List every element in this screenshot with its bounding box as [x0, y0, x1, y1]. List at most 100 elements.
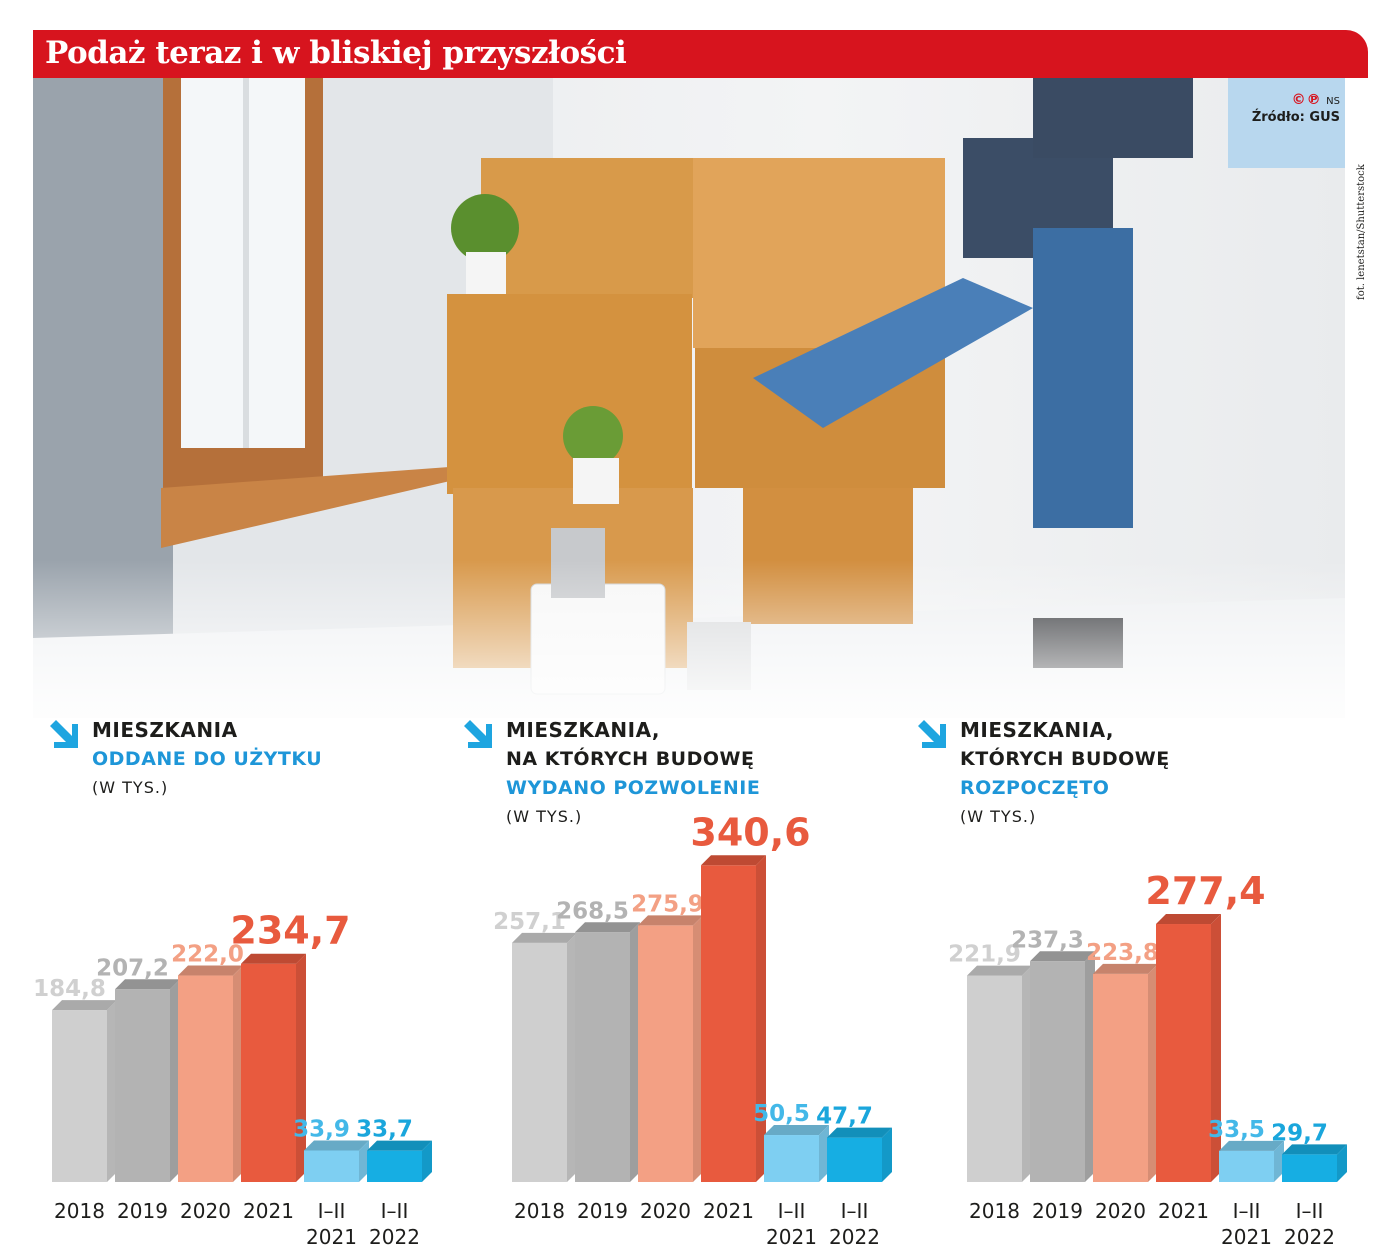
- bar-side: [1274, 1140, 1284, 1182]
- panel-1-line1: Mieszkania: [92, 718, 238, 742]
- tick-label-5: 2021: [306, 1225, 357, 1249]
- down-right-arrow-icon: [50, 720, 78, 748]
- tick-label-1: 2018: [969, 1199, 1020, 1223]
- bar-5: [764, 1125, 829, 1182]
- bar-top: [1219, 1140, 1284, 1151]
- bar-4: [241, 953, 306, 1182]
- value-label-5: 50,5: [753, 1101, 810, 1127]
- bar-front: [764, 1135, 819, 1182]
- copyright-mark: ©℗: [1291, 92, 1322, 108]
- bar-front: [178, 975, 233, 1182]
- panel-3-line2: których budowę: [960, 748, 1170, 770]
- bar-5: [304, 1140, 369, 1182]
- bar-front: [1156, 924, 1211, 1182]
- panel-2-line3: wydano pozwolenie: [506, 777, 761, 799]
- panel-2-line2: na których budowę: [506, 748, 755, 770]
- tick-label-2: 2019: [1032, 1199, 1083, 1223]
- photo-credit: fot. lenetstan/Shutterstock: [1356, 164, 1367, 300]
- tick-label-5: I–II: [778, 1199, 806, 1223]
- bar-2: [575, 922, 640, 1182]
- tick-label-5: 2021: [766, 1225, 817, 1249]
- tick-label-5: I–II: [1233, 1199, 1261, 1223]
- bar-top: [1156, 914, 1221, 925]
- bar-side: [1211, 914, 1221, 1182]
- tick-label-5: 2021: [1221, 1225, 1272, 1249]
- source-box: ©℗ NS Źródło: GUS: [1230, 92, 1340, 125]
- bar-side: [630, 922, 640, 1182]
- bar-top: [178, 965, 243, 976]
- bar-front: [1219, 1150, 1274, 1182]
- bar-side: [170, 979, 180, 1182]
- tick-label-5: I–II: [318, 1199, 346, 1223]
- tick-label-6: 2022: [1284, 1225, 1335, 1249]
- bar-6: [367, 1140, 432, 1182]
- bar-side: [882, 1127, 892, 1182]
- bar-front: [241, 963, 296, 1182]
- bar-top: [115, 979, 180, 990]
- bar-top: [241, 953, 306, 964]
- tick-label-4: 2021: [703, 1199, 754, 1223]
- bar-top: [701, 855, 766, 866]
- bar-front: [115, 989, 170, 1182]
- tick-label-4: 2021: [1158, 1199, 1209, 1223]
- bar-top: [52, 1000, 117, 1011]
- bar-side: [693, 915, 703, 1182]
- value-label-2: 207,2: [96, 955, 169, 981]
- value-label-6: 29,7: [1271, 1120, 1328, 1146]
- panel-3-line3: rozpoczęto: [960, 777, 1110, 799]
- tick-label-3: 2020: [180, 1199, 231, 1223]
- bar-side: [422, 1140, 432, 1182]
- bar-front: [967, 975, 1022, 1182]
- bar-5: [1219, 1140, 1284, 1182]
- bar-1: [967, 965, 1032, 1182]
- bar-side: [296, 953, 306, 1182]
- bar-3: [638, 915, 703, 1182]
- value-label-6: 47,7: [816, 1104, 873, 1130]
- tick-label-6: 2022: [829, 1225, 880, 1249]
- bar-top: [764, 1125, 829, 1136]
- value-label-2: 237,3: [1011, 927, 1084, 953]
- panel-3-unit: (w tys.): [960, 807, 1037, 826]
- tick-label-2: 2019: [117, 1199, 168, 1223]
- panel-2-unit: (w tys.): [506, 807, 583, 826]
- value-label-6: 33,7: [356, 1117, 413, 1143]
- value-label-3: 275,9: [631, 891, 704, 917]
- panel-3-line1: Mieszkania,: [960, 718, 1115, 742]
- bar-top: [367, 1140, 432, 1151]
- chart-pozwolenia: 257,1 2018 268,5 2019 275,9 2020 340,6 2021 50,5…: [493, 810, 892, 1249]
- bar-front: [701, 865, 756, 1182]
- bar-2: [115, 979, 180, 1182]
- value-label-4: 277,4: [1145, 869, 1265, 913]
- tick-label-6: 2022: [369, 1225, 420, 1249]
- ns-mark: NS: [1326, 96, 1340, 107]
- tick-label-1: 2018: [514, 1199, 565, 1223]
- source-label: Źródło: GUS: [1251, 110, 1340, 125]
- value-label-1: 184,8: [33, 976, 106, 1002]
- panel-1-line2: oddane do użytku: [92, 748, 323, 770]
- down-right-arrow-icon: [918, 720, 946, 748]
- bar-top: [967, 965, 1032, 976]
- tick-label-6: I–II: [841, 1199, 869, 1223]
- bar-side: [107, 1000, 117, 1182]
- bar-front: [512, 942, 567, 1182]
- bar-1: [52, 1000, 117, 1182]
- bar-top: [1282, 1144, 1347, 1155]
- bar-4: [1156, 914, 1221, 1182]
- bar-front: [638, 925, 693, 1182]
- bar-front: [304, 1150, 359, 1182]
- bar-side: [359, 1140, 369, 1182]
- down-right-arrow-icon: [464, 720, 492, 748]
- value-label-3: 222,0: [171, 942, 244, 968]
- bar-top: [1030, 951, 1095, 962]
- bar-6: [827, 1127, 892, 1182]
- panel-1-unit: (w tys.): [92, 778, 169, 797]
- value-label-5: 33,5: [1208, 1117, 1265, 1143]
- value-label-3: 223,8: [1086, 940, 1159, 966]
- bar-1: [512, 932, 577, 1182]
- value-label-1: 221,9: [948, 942, 1021, 968]
- bar-top: [1093, 963, 1158, 974]
- photo-fade: [33, 560, 1345, 820]
- bar-front: [1093, 973, 1148, 1182]
- bar-3: [178, 965, 243, 1182]
- bar-side: [819, 1125, 829, 1182]
